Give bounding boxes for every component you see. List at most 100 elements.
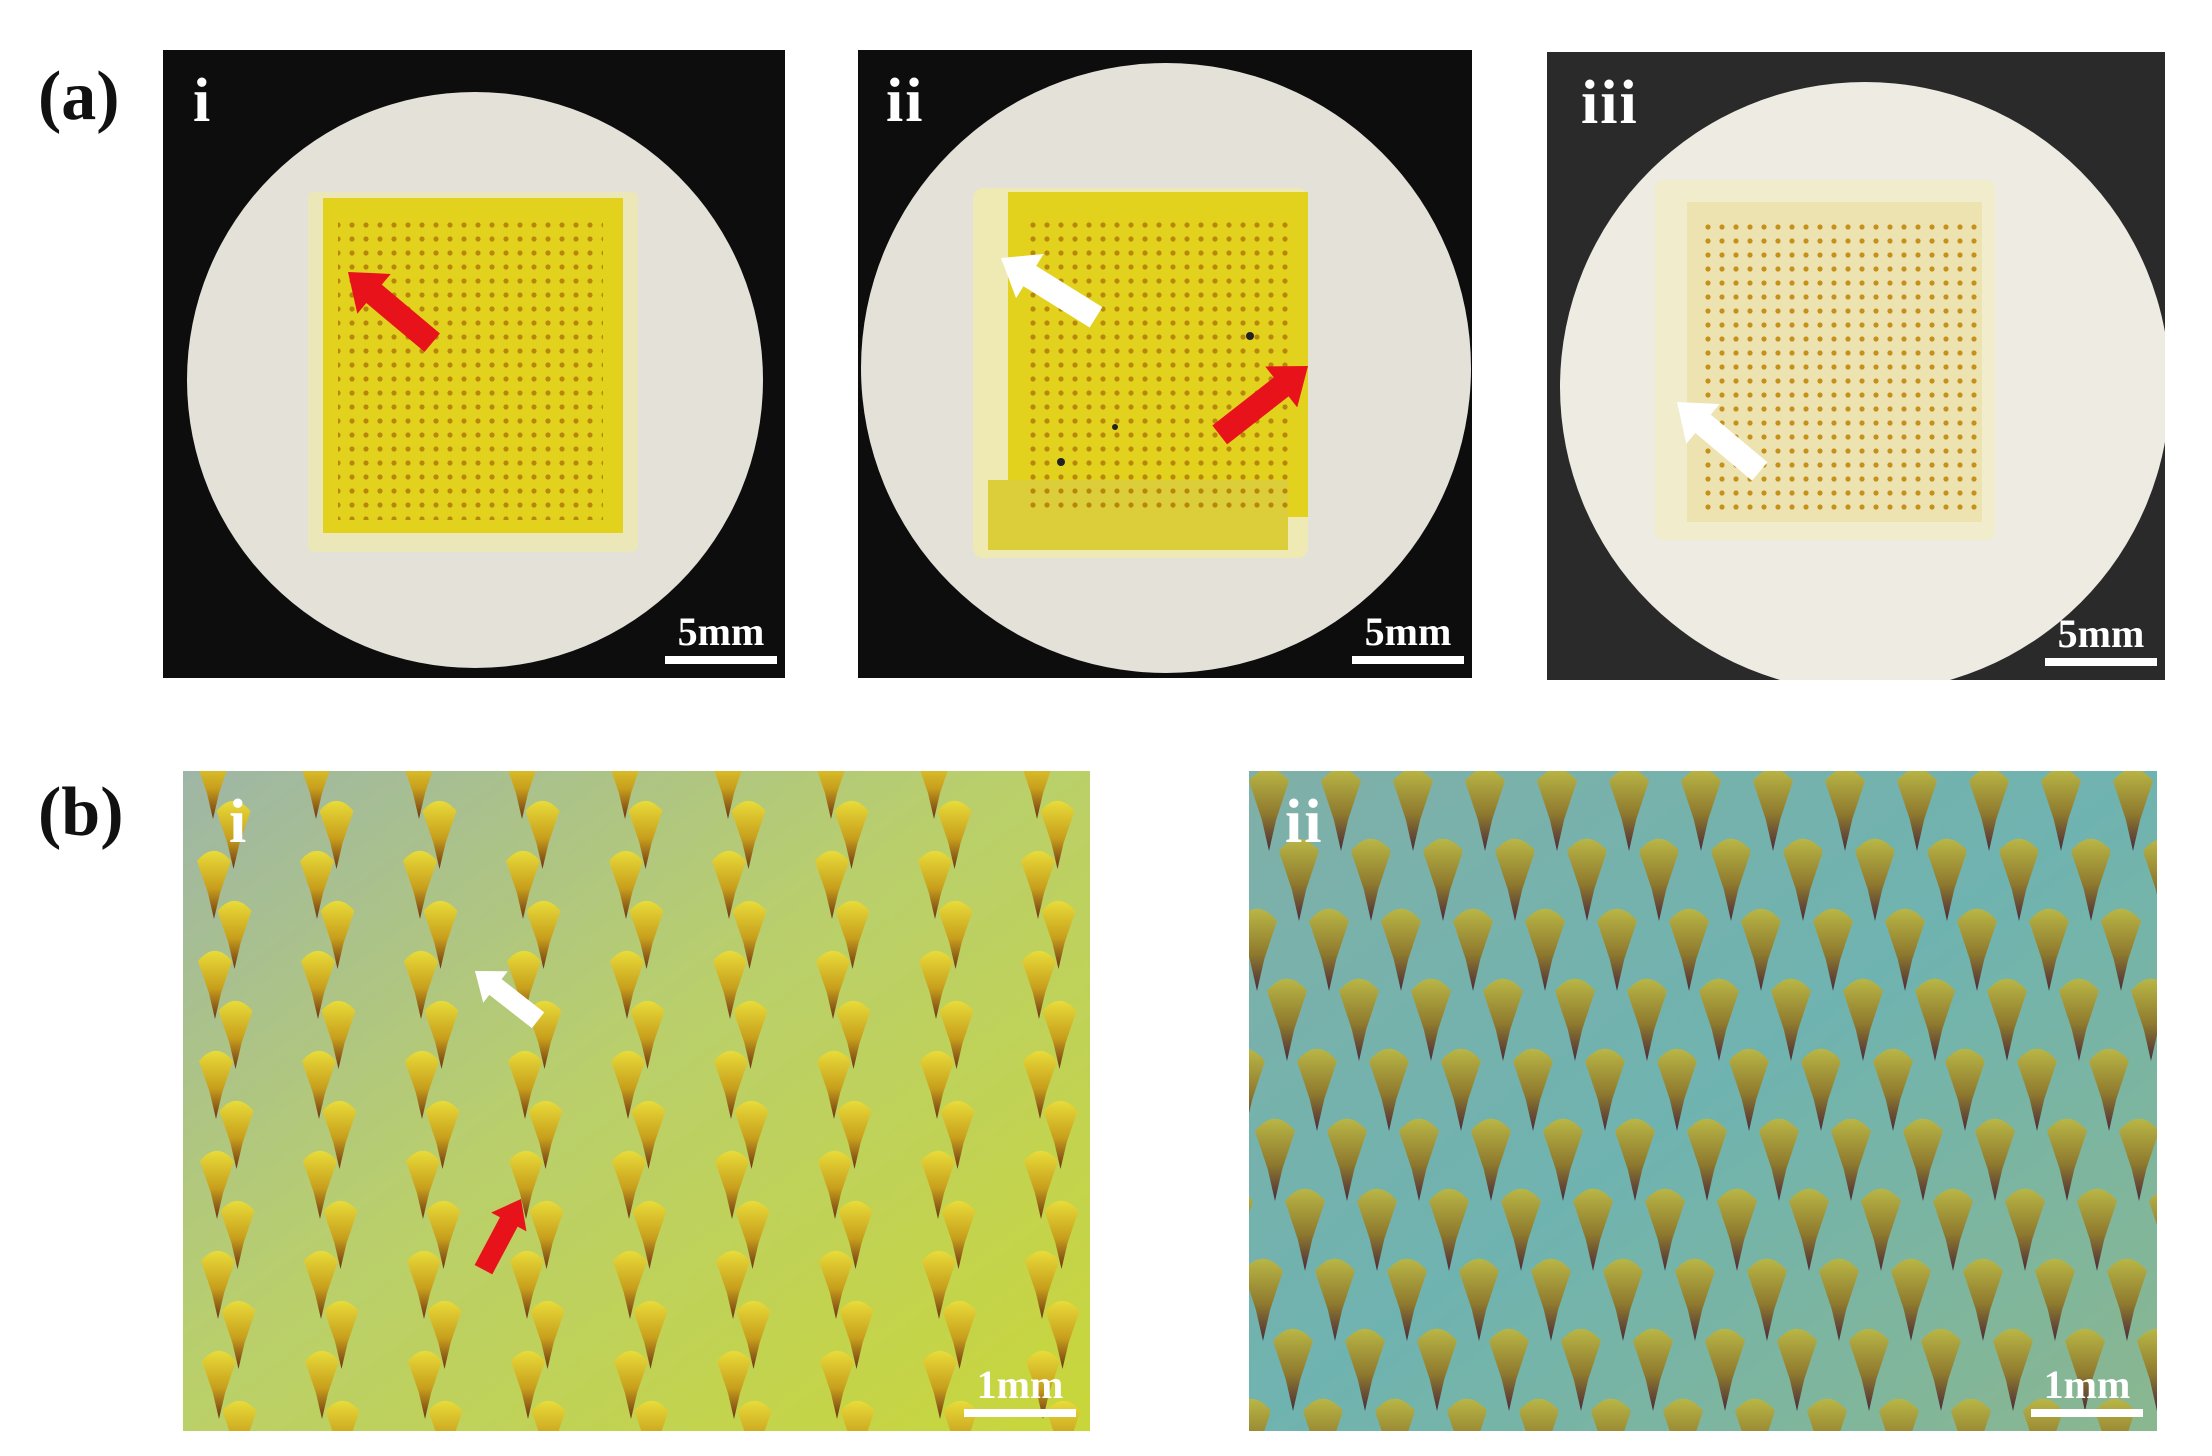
microneedle [1885,908,1925,991]
microneedle [323,1200,358,1269]
microneedle [222,1400,257,1431]
microneedle [1303,1398,1343,1431]
microneedle [839,1300,874,1369]
disk-photo [163,50,785,678]
microneedle [920,1050,954,1119]
microneedle [218,1000,253,1069]
disk-photo [1547,52,2165,680]
microneedle [1957,908,1997,991]
microneedle [715,1150,749,1219]
microneedle [734,1100,769,1169]
photo-panel-b-i: i 1mm [183,771,1090,1431]
microneedle [2071,838,2111,921]
microneedle [1951,1398,1991,1431]
microneedle [2059,978,2099,1061]
microneedle [714,771,742,819]
microneedle [1285,1188,1325,1271]
microneedle [2131,978,2157,1061]
microneedle [1423,838,1463,921]
microneedle [1993,1328,2033,1411]
microneedle [1297,1048,1337,1131]
microneedle [921,1150,955,1219]
microneedle [820,1350,854,1419]
microneedle [1759,1118,1799,1201]
microneedle [1777,1328,1817,1411]
microneedle [1495,838,1535,921]
microneedle [302,771,330,819]
photo-panel-a-iii: iii 5mm [1547,52,2165,680]
microneedle [1387,1258,1427,1341]
microneedle [1915,978,1955,1061]
microneedle [510,1250,544,1319]
microneedle [1657,1048,1697,1131]
microneedle [1249,1049,1265,1114]
microneedle [1023,1050,1057,1119]
photo-panel-a-i: i 5mm [163,50,785,678]
microneedle [220,1200,255,1269]
microneedle [200,1150,234,1219]
microneedle [322,1100,357,1169]
microneedle [1627,978,1667,1061]
microneedle [2035,1258,2075,1341]
microneedle [737,1400,772,1431]
microneedle [712,850,746,919]
microneedle [1567,838,1607,921]
microneedle-photo [1249,771,2157,1431]
scale-bar-a-i: 5mm [665,612,777,664]
microneedle [717,1350,751,1419]
microneedle [1040,800,1075,869]
microneedle [1555,978,1595,1061]
microneedle [1501,1188,1541,1271]
microneedle [1525,908,1565,991]
microneedle [1747,1258,1787,1341]
microneedle [198,950,232,1019]
microneedle [612,1150,646,1219]
microneedle [940,1100,975,1169]
microneedle [1351,838,1391,921]
photo-panel-a-ii: ii 5mm [858,50,1472,678]
microneedle [1921,1328,1961,1411]
microneedle [1711,838,1751,921]
microneedle [1591,1398,1631,1431]
microneedle [1393,771,1433,851]
microneedle [321,1000,356,1069]
microneedle [630,1000,665,1069]
microneedle [923,1350,957,1419]
red-arrow [1212,366,1308,445]
microneedle [815,850,849,919]
microneedle [1041,900,1076,969]
microneedle [1042,1000,1077,1069]
microneedle [609,850,643,919]
microneedle [221,1300,256,1369]
microneedle [197,850,231,919]
microneedle [1249,1196,1253,1214]
microneedle [1729,1048,1769,1131]
microneedle [320,900,355,969]
microneedle [403,850,437,919]
microneedle [1459,1258,1499,1341]
microneedle [1357,1188,1397,1271]
microneedle [835,900,870,969]
microneedle [1813,908,1853,991]
microneedle [526,900,561,969]
microneedle [610,950,644,1019]
microneedle [303,1150,337,1219]
panel-a-iii-label: iii [1581,69,1639,137]
microneedle [1321,771,1361,851]
microneedle [938,900,973,969]
row-b-label: (b) [38,774,124,851]
microneedle [408,1350,442,1419]
microneedle [1537,771,1577,851]
microneedle [2077,1188,2117,1271]
microneedle [943,1400,978,1431]
microneedle [1585,1048,1625,1131]
microneedle [1633,1328,1673,1411]
microneedle [324,1300,359,1369]
microneedle [1043,1100,1078,1169]
microneedle [219,1100,254,1169]
microneedle [2029,908,2069,991]
microneedle [1999,838,2039,921]
microneedle [1327,1118,1367,1201]
microneedle [818,1150,852,1219]
microneedle [836,1000,871,1069]
